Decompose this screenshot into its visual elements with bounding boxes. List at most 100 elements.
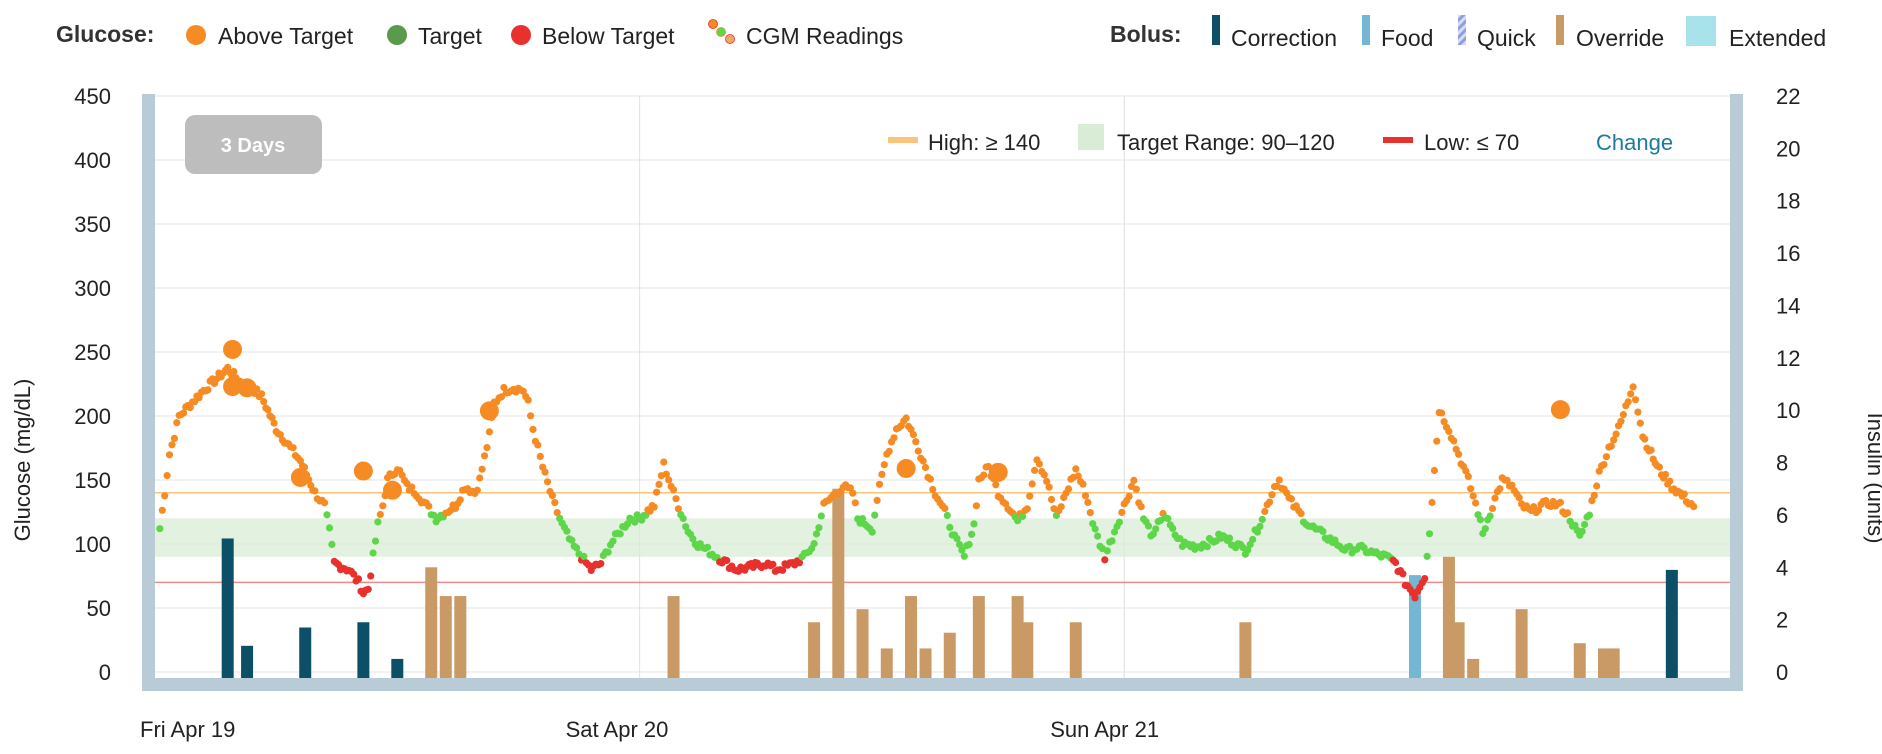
cgm-point [679, 514, 687, 523]
high-swatch-icon [888, 137, 918, 143]
cgm-point [655, 480, 663, 488]
bolus-bar-override[interactable] [1442, 556, 1455, 678]
bolus-bar-override[interactable] [1598, 648, 1610, 678]
legend-item-below-target[interactable]: Below Target [511, 23, 675, 49]
cgm-point [1619, 411, 1627, 419]
legend-item-override[interactable]: Override [1556, 15, 1664, 51]
cgm-point [1631, 396, 1640, 404]
cgm-point [902, 414, 910, 422]
legend-item-extended[interactable]: Extended [1686, 16, 1826, 51]
cgm-point [1258, 515, 1266, 524]
cgm-point [1253, 528, 1262, 536]
legend-label-correction: Correction [1231, 25, 1337, 51]
bolus-bar-override[interactable] [972, 596, 985, 678]
cgm-point [289, 444, 297, 452]
bolus-bar-override[interactable] [856, 609, 869, 678]
cgm-point [1515, 494, 1523, 502]
cgm-point [769, 560, 777, 569]
bolus-bar-override[interactable] [1011, 596, 1024, 678]
cgm-point [703, 543, 712, 551]
legend-item-above-target[interactable]: Above Target [186, 23, 354, 49]
bolus-bar-override[interactable] [832, 488, 845, 678]
bolus-bar-override[interactable] [1452, 622, 1465, 678]
cgm-point [1425, 530, 1434, 538]
bolus-bar-override[interactable] [1069, 622, 1082, 678]
bg-meter-point[interactable] [290, 467, 310, 487]
bg-meter-point[interactable] [988, 462, 1008, 482]
cgm-point [871, 511, 879, 519]
bolus-bar-correction[interactable] [391, 658, 404, 678]
bolus-bar-override[interactable] [1607, 648, 1620, 678]
cgm-point [563, 527, 571, 535]
cgm-point [662, 470, 670, 478]
right-tick-label: 0 [1776, 660, 1788, 685]
right-tick-label: 16 [1776, 241, 1800, 266]
cgm-point [1467, 485, 1475, 493]
bolus-bar-correction[interactable] [357, 622, 370, 678]
cgm-point [1634, 408, 1642, 416]
bolus-bar-override[interactable] [1021, 622, 1034, 678]
bolus-bar-correction[interactable] [299, 627, 312, 678]
bolus-bar-override[interactable] [439, 596, 452, 678]
cgm-point [1564, 509, 1572, 517]
bg-meter-point[interactable] [237, 378, 257, 398]
left-tick-label: 0 [99, 660, 111, 685]
right-tick-label: 14 [1776, 293, 1800, 318]
bolus-bar-override[interactable] [880, 648, 893, 678]
cgm-point [1287, 495, 1295, 503]
cgm-point [478, 465, 486, 473]
bg-meter-point[interactable] [896, 458, 916, 478]
bolus-bar-override[interactable] [1467, 658, 1480, 678]
cgm-point [914, 447, 922, 455]
bolus-bar-correction[interactable] [221, 538, 234, 678]
cgm-point [1666, 477, 1674, 485]
bolus-bar-override[interactable] [667, 596, 680, 678]
bolus-bar-override[interactable] [1515, 609, 1528, 678]
range-3-days-button[interactable]: 3 Days [185, 115, 322, 174]
legend-item-cgm-readings[interactable]: CGM Readings [708, 19, 904, 50]
legend-item-target[interactable]: Target [387, 23, 483, 49]
bolus-bar-correction[interactable] [241, 645, 254, 678]
bolus-bar-override[interactable] [1239, 622, 1252, 678]
bg-meter-point[interactable] [223, 339, 243, 359]
cgm-point [1086, 508, 1094, 517]
cgm-point [919, 457, 927, 465]
cgm-point [1491, 494, 1499, 502]
bolus-bars [221, 488, 1678, 678]
bolus-bar-override[interactable] [905, 596, 917, 678]
bg-meter-point[interactable] [382, 480, 402, 500]
cgm-point [1430, 466, 1438, 475]
cgm-point [1261, 507, 1269, 516]
legend-item-quick[interactable]: Quick [1458, 15, 1536, 51]
cgm-point [1225, 534, 1234, 542]
cgm-point [173, 419, 181, 427]
bg-meter-point[interactable] [353, 461, 373, 481]
bolus-bar-override[interactable] [808, 622, 821, 678]
cgm-point [1593, 482, 1601, 490]
cgm-point [1043, 477, 1051, 485]
cgm-point [1125, 492, 1133, 500]
cgm-point [1600, 461, 1608, 469]
bolus-bar-override[interactable] [919, 648, 932, 678]
bolus-bar-override[interactable] [943, 632, 956, 678]
right-tick-label: 4 [1776, 555, 1788, 580]
cgm-point [965, 540, 973, 549]
change-thresholds-link[interactable]: Change [1596, 130, 1673, 155]
legend-item-food[interactable]: Food [1362, 15, 1433, 51]
bg-meter-point[interactable] [479, 401, 499, 421]
bolus-bar-override[interactable] [1573, 643, 1586, 678]
bg-meter-point[interactable] [223, 377, 243, 397]
bg-meter-point[interactable] [1550, 400, 1570, 420]
bolus-bar-food[interactable] [1409, 575, 1421, 678]
cgm-point [165, 451, 174, 459]
cgm-point [909, 431, 918, 439]
legend-item-correction[interactable]: Correction [1212, 15, 1337, 51]
bolus-bar-override[interactable] [425, 567, 438, 678]
bottom-frame-bar [142, 678, 1743, 691]
bolus-bar-override[interactable] [454, 596, 467, 678]
left-tick-label: 150 [74, 468, 111, 493]
cgm-point [374, 518, 382, 526]
cgm-point [1680, 490, 1688, 498]
cgm-point [890, 434, 898, 442]
bolus-bar-correction[interactable] [1665, 569, 1678, 678]
